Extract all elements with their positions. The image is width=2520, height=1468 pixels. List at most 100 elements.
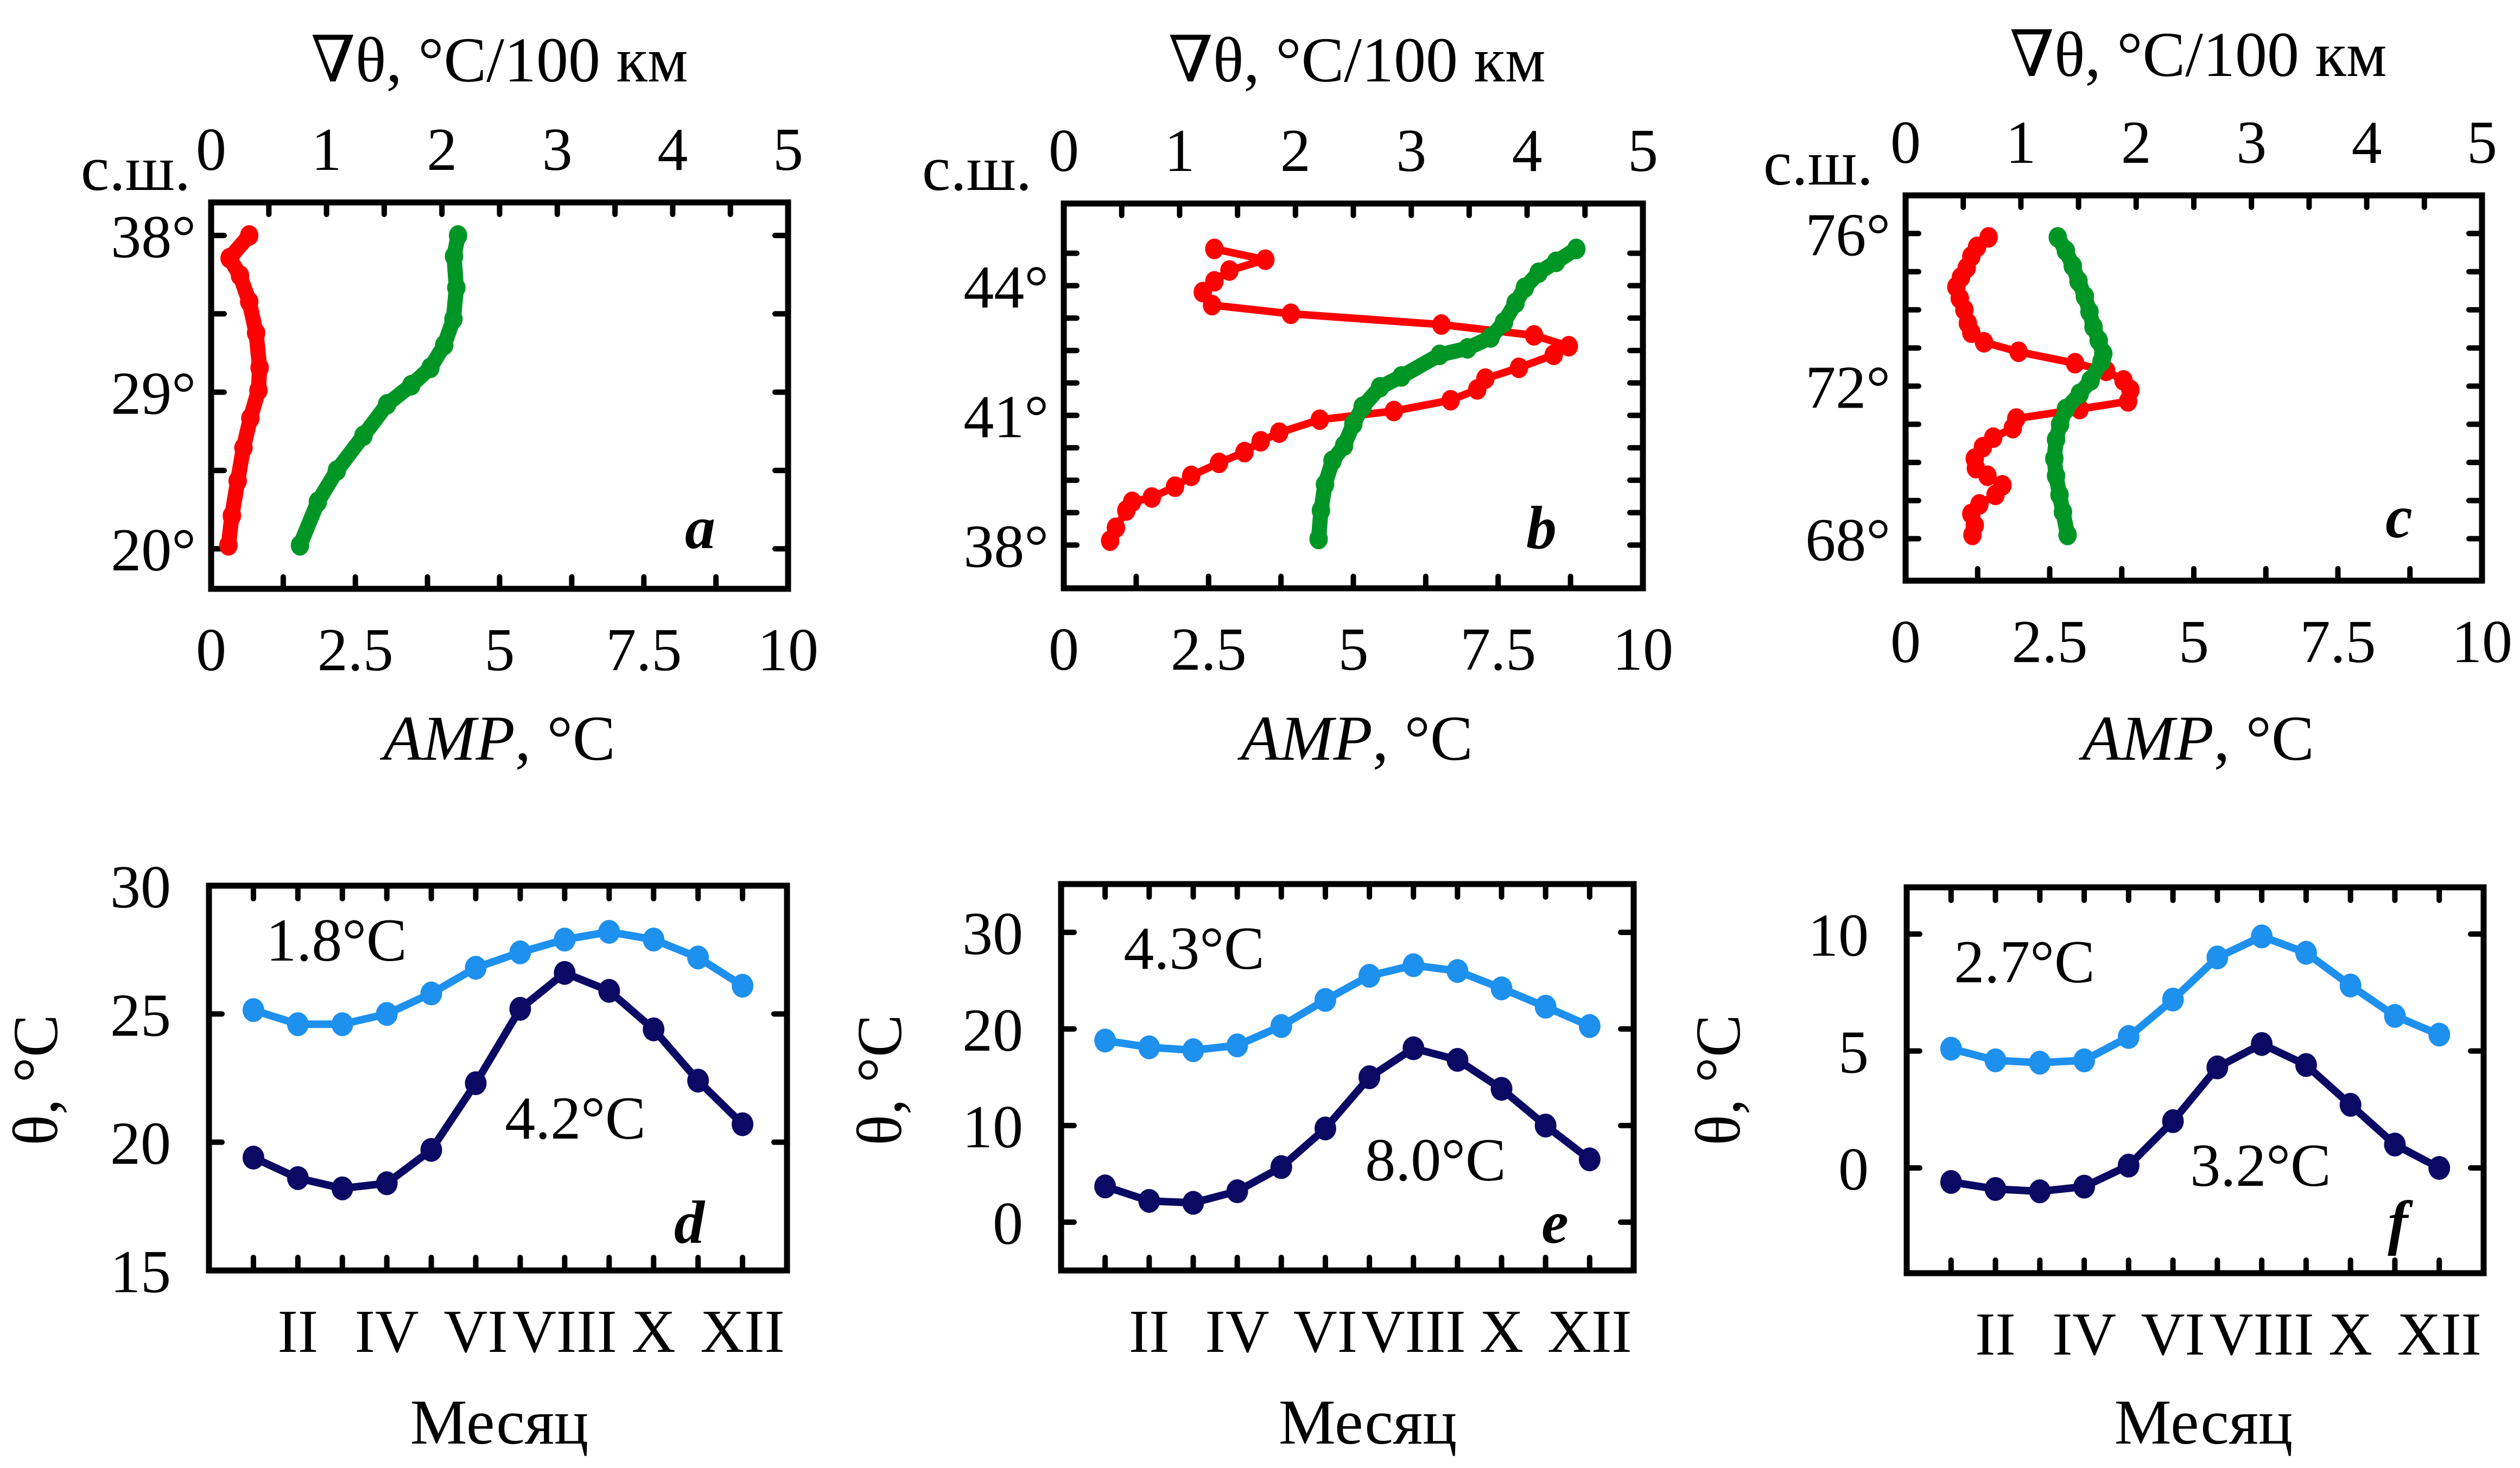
data-point-south	[2162, 987, 2184, 1012]
y-tick-label: 20	[962, 997, 1023, 1064]
data-point-amplitude	[444, 308, 463, 329]
bottom-tick-label: 10	[2452, 608, 2512, 676]
y-tick-label: 20	[110, 1110, 171, 1178]
data-point-south	[1578, 1014, 1601, 1038]
y-tick-label: 0	[1838, 1136, 1869, 1203]
bottom-tick-label: 5	[1338, 616, 1369, 683]
data-point-amplitude	[354, 425, 373, 446]
data-point-gradient	[1476, 368, 1495, 389]
x-axis-title: Месяц	[410, 1387, 588, 1458]
y-axis-title: θ, °C	[0, 1014, 71, 1145]
data-point-amplitude	[1344, 414, 1363, 435]
y-tick-label: 38°	[963, 513, 1049, 580]
data-point-amplitude	[2053, 501, 2072, 523]
data-point-gradient	[1385, 401, 1404, 422]
bottom-axis-title-unit: , °C	[515, 703, 615, 774]
data-point-amplitude	[2045, 448, 2064, 469]
data-point-north	[2029, 1179, 2051, 1204]
bottom-tick-label: 7.5	[1460, 616, 1536, 683]
data-point-north	[509, 996, 531, 1021]
x-tick-label: X	[632, 1298, 676, 1365]
data-point-amplitude	[2092, 351, 2111, 372]
data-point-gradient	[2003, 417, 2022, 439]
y-tick-label: 68°	[1805, 507, 1890, 574]
data-point-north	[1094, 1174, 1116, 1199]
data-point-north	[2073, 1174, 2096, 1199]
bottom-axis-title-unit: , °C	[2214, 703, 2314, 774]
x-tick-label: II	[1975, 1301, 2016, 1368]
panel-c: ∇θ, °C/100 км с.ш. AMP, °C c 0 1 2 3 4 5 0 2.5 5…	[1763, 19, 2512, 774]
data-point-north	[1270, 1155, 1292, 1179]
data-point-gradient	[219, 535, 238, 556]
top-tick-label: 4	[1512, 117, 1543, 185]
panel-b: ∇θ, °C/100 км с.ш. AMP, °C b 0 1 2 3 4 5 0 2.5 5…	[922, 24, 1673, 774]
data-point-gradient	[1182, 465, 1201, 486]
y-tick-label: 5	[1838, 1019, 1869, 1086]
top-tick-label: 0	[196, 116, 226, 183]
data-point-south	[643, 927, 665, 952]
x-axis-title: Месяц	[2115, 1387, 2293, 1458]
x-tick-label: VIII	[1361, 1298, 1466, 1365]
x-tick-label: XII	[1547, 1298, 1632, 1365]
x-tick-label: XII	[700, 1298, 784, 1365]
data-point-north	[732, 1112, 754, 1136]
bottom-tick-label: 0	[1890, 608, 1921, 676]
top-tick-label: 1	[2005, 109, 2036, 176]
y-tick-label: 72°	[1805, 354, 1890, 421]
data-point-gradient	[1986, 484, 2005, 505]
data-point-south	[1226, 1033, 1248, 1058]
bottom-axis-title: AMP, °C	[2078, 703, 2314, 774]
data-point-south	[554, 927, 576, 952]
amplitude-annotation-north: 4.2°C	[505, 1085, 646, 1152]
top-tick-label: 2	[2121, 109, 2151, 176]
data-point-south	[1534, 995, 1557, 1019]
x-tick-label: VI	[443, 1298, 507, 1365]
bottom-axis-title: AMP, °C	[1237, 703, 1472, 774]
panel-a: ∇θ, °C/100 км с.ш. AMP, °C a 0 1 2 3 4 5 0 2.5 5…	[81, 24, 818, 774]
y-tick-label: 30	[110, 854, 171, 921]
data-point-south	[1446, 959, 1469, 983]
x-tick-label: VI	[1293, 1298, 1357, 1365]
data-point-amplitude	[1309, 529, 1328, 550]
x-tick-label: IV	[355, 1298, 419, 1365]
data-point-amplitude	[1506, 293, 1525, 314]
top-tick-label: 5	[2467, 109, 2497, 176]
data-point-north	[1402, 1036, 1425, 1060]
data-point-amplitude	[1335, 435, 1354, 456]
y-tick-label: 44°	[963, 253, 1049, 321]
data-point-north	[2162, 1109, 2184, 1133]
data-point-north	[1359, 1065, 1381, 1089]
y-axis-title: с.ш.	[81, 133, 191, 204]
data-point-amplitude	[1353, 396, 1372, 417]
data-point-amplitude	[1392, 366, 1411, 387]
data-point-gradient	[246, 322, 265, 344]
data-point-amplitude	[1370, 377, 1389, 398]
data-point-north	[1446, 1047, 1469, 1072]
data-point-gradient	[1142, 487, 1161, 508]
x-tick-label: IV	[2052, 1301, 2116, 1368]
data-point-gradient	[1256, 249, 1275, 270]
amplitude-annotation-south: 1.8°C	[266, 907, 407, 974]
x-tick-label: XII	[2397, 1301, 2481, 1368]
data-point-gradient	[1220, 260, 1239, 281]
panel-letter: b	[1526, 494, 1557, 562]
data-point-gradient	[1107, 517, 1126, 538]
data-point-amplitude	[327, 460, 346, 481]
y-tick-label: 20°	[111, 517, 196, 584]
panel-letter: c	[2385, 484, 2413, 551]
data-point-amplitude	[421, 357, 440, 378]
top-tick-label: 4	[657, 116, 688, 183]
data-point-south	[1402, 953, 1425, 977]
data-point-amplitude	[378, 394, 397, 415]
data-point-amplitude	[1311, 500, 1330, 521]
top-tick-label: 2	[1280, 117, 1311, 185]
top-tick-label: 3	[2236, 109, 2267, 176]
amplitude-annotation-north: 8.0°C	[1365, 1127, 1506, 1194]
amplitude-annotation-south: 4.3°C	[1123, 915, 1265, 982]
data-point-amplitude	[448, 225, 467, 246]
x-tick-label: IV	[1205, 1298, 1269, 1365]
data-point-amplitude	[290, 535, 309, 556]
data-point-south	[2339, 973, 2362, 997]
data-point-gradient	[1432, 314, 1451, 335]
